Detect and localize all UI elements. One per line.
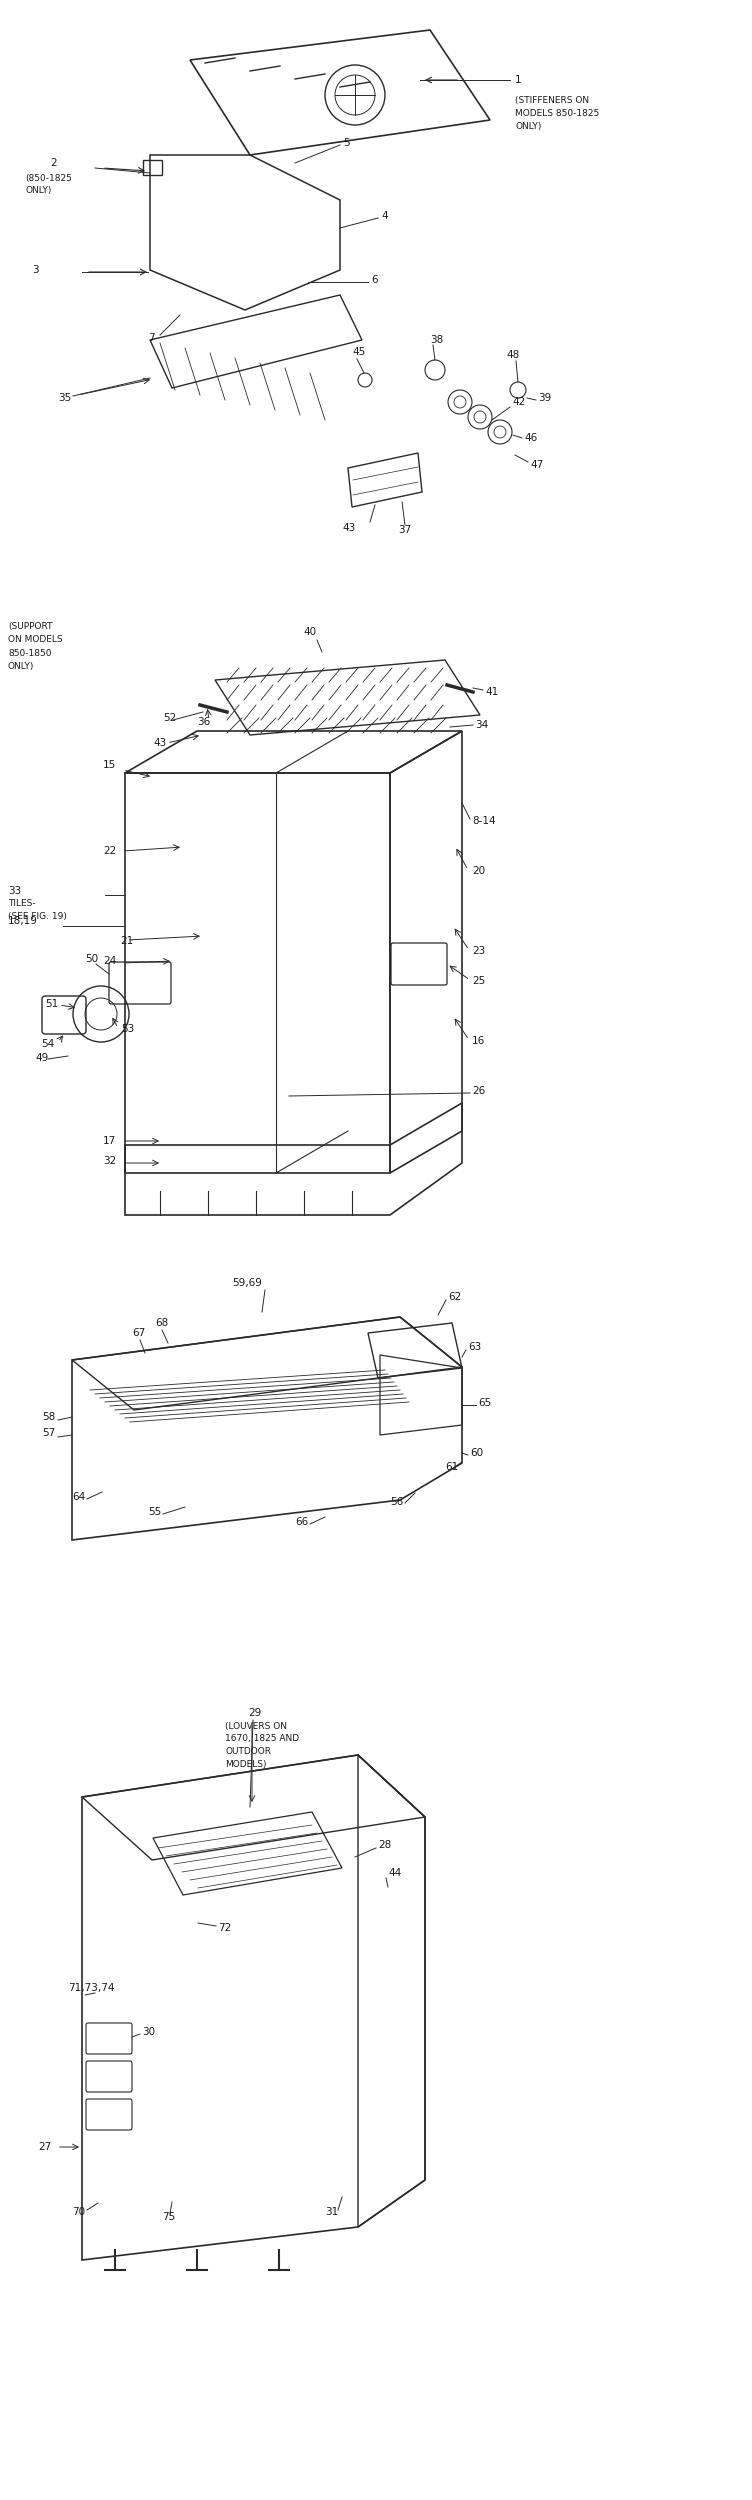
Text: 63: 63 (468, 1342, 481, 1352)
Text: 50: 50 (85, 955, 98, 965)
Text: 33: 33 (8, 885, 21, 895)
Text: 21: 21 (120, 935, 133, 945)
Text: 49: 49 (35, 1052, 48, 1062)
Text: 70: 70 (72, 2208, 85, 2218)
Text: 75: 75 (162, 2212, 175, 2222)
Text: 1: 1 (515, 75, 522, 85)
Text: 72: 72 (218, 1922, 232, 1932)
Text: (SUPPORT: (SUPPORT (8, 622, 53, 632)
Text: 60: 60 (470, 1448, 483, 1458)
Text: 27: 27 (38, 2142, 51, 2152)
Text: 40: 40 (303, 628, 316, 638)
Text: ON MODELS: ON MODELS (8, 635, 62, 645)
Text: 31: 31 (325, 2208, 338, 2218)
Text: (SEE FIG. 19): (SEE FIG. 19) (8, 912, 67, 922)
Text: 28: 28 (378, 1840, 391, 1850)
Text: 39: 39 (538, 392, 551, 402)
Text: 67: 67 (132, 1328, 145, 1338)
Text: 22: 22 (103, 845, 117, 855)
Text: ONLY): ONLY) (8, 662, 35, 670)
Text: 41: 41 (485, 688, 499, 698)
Text: 44: 44 (388, 1868, 402, 1878)
Text: 51: 51 (45, 1000, 58, 1010)
Text: 46: 46 (524, 432, 537, 442)
Text: MODELS 850-1825: MODELS 850-1825 (515, 107, 599, 118)
Text: 43: 43 (153, 738, 166, 748)
Text: 18,19: 18,19 (8, 915, 38, 925)
Text: 55: 55 (148, 1508, 161, 1518)
Text: 35: 35 (58, 392, 71, 402)
Text: 52: 52 (163, 712, 176, 722)
Text: (850-1825: (850-1825 (25, 173, 72, 182)
Text: (LOUVERS ON: (LOUVERS ON (225, 1722, 287, 1730)
Text: 1670, 1825 AND: 1670, 1825 AND (225, 1735, 299, 1742)
Text: 47: 47 (530, 460, 543, 470)
Text: 65: 65 (478, 1398, 491, 1408)
Text: 25: 25 (472, 975, 485, 985)
Text: (STIFFENERS ON: (STIFFENERS ON (515, 95, 589, 105)
Text: OUTDOOR: OUTDOOR (225, 1748, 271, 1758)
Text: 850-1850: 850-1850 (8, 648, 51, 658)
Text: 56: 56 (390, 1498, 403, 1508)
Text: 61: 61 (445, 1462, 458, 1472)
Text: 3: 3 (32, 265, 38, 275)
Text: 4: 4 (381, 210, 387, 220)
Text: 38: 38 (430, 335, 443, 345)
Text: ONLY): ONLY) (515, 122, 541, 130)
Text: 62: 62 (448, 1292, 461, 1302)
Text: 57: 57 (42, 1427, 55, 1437)
Text: 58: 58 (42, 1412, 55, 1422)
Text: 36: 36 (197, 718, 211, 728)
Text: 29: 29 (248, 1708, 261, 1718)
Text: 26: 26 (472, 1085, 485, 1095)
Text: ONLY): ONLY) (25, 188, 51, 195)
Text: 6: 6 (371, 275, 378, 285)
Text: 7: 7 (148, 332, 155, 342)
Text: 37: 37 (398, 525, 411, 535)
Text: 16: 16 (472, 1035, 485, 1045)
Text: 30: 30 (142, 2028, 155, 2038)
Text: 23: 23 (472, 945, 485, 955)
Text: 32: 32 (103, 1155, 117, 1165)
Text: 45: 45 (352, 348, 365, 358)
Text: 17: 17 (103, 1135, 117, 1145)
Text: 20: 20 (472, 865, 485, 875)
Text: 42: 42 (512, 398, 525, 408)
Text: 48: 48 (506, 350, 520, 360)
Text: MODELS): MODELS) (225, 1760, 266, 1770)
Text: 5: 5 (343, 138, 350, 148)
Text: 15: 15 (103, 760, 117, 770)
Text: 43: 43 (342, 522, 355, 532)
Text: 59,69: 59,69 (232, 1278, 262, 1288)
Text: 8-14: 8-14 (472, 815, 496, 825)
Text: TILES-: TILES- (8, 900, 35, 908)
Text: 71,73,74: 71,73,74 (68, 1982, 114, 1992)
Text: 66: 66 (295, 1518, 308, 1528)
Text: 64: 64 (72, 1492, 85, 1502)
Text: 34: 34 (475, 720, 488, 730)
Text: 24: 24 (103, 955, 117, 965)
Text: 2: 2 (50, 158, 56, 168)
Text: 68: 68 (155, 1318, 168, 1328)
Text: 54: 54 (41, 1040, 54, 1050)
Text: 53: 53 (121, 1025, 135, 1035)
